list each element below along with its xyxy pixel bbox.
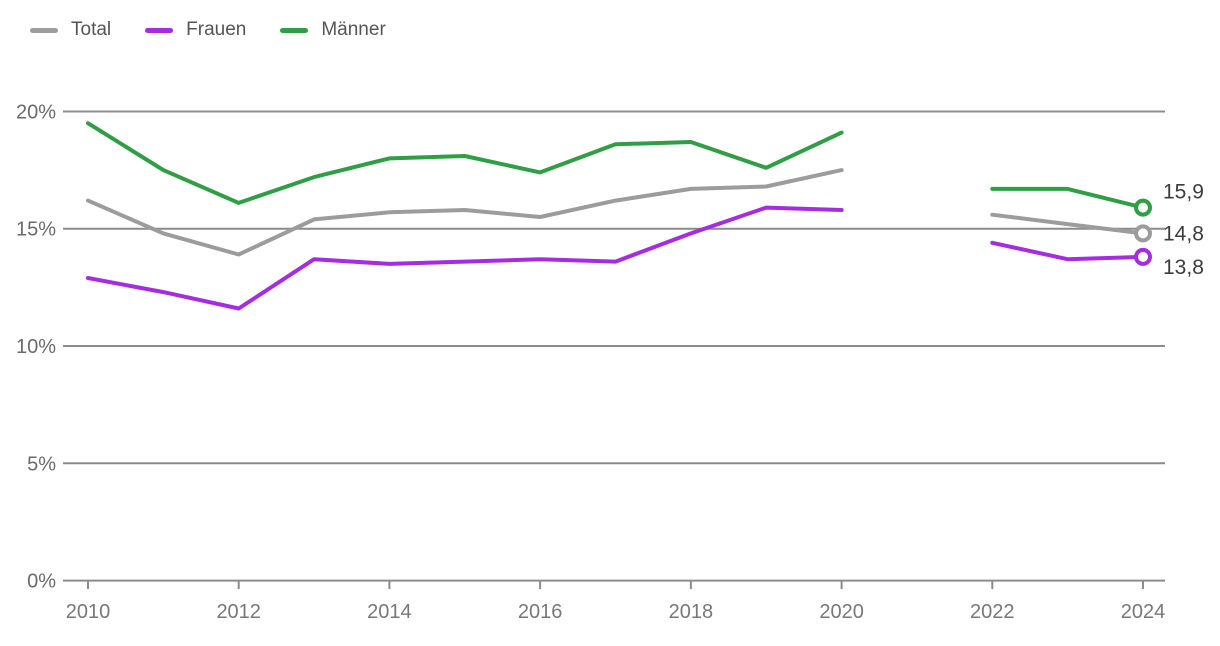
legend-label-frauen: Frauen [186,19,247,40]
series-line-total [990,212,1145,236]
series-line-frauen [990,240,1145,262]
y-tick-label: 10% [16,336,56,358]
legend-label-total: Total [71,19,112,40]
y-tick-label: 15% [16,219,56,241]
x-tick-label: 2020 [819,601,864,623]
legend-item-frauen[interactable]: Frauen [145,17,246,43]
x-tick-label: 2016 [518,601,563,623]
legend-item-total[interactable]: Total [30,17,111,43]
end-marker-frauen [1134,247,1152,266]
x-tick-label: 2018 [669,601,714,623]
end-value-label-mnner: 15,9 [1163,181,1204,204]
legend-swatch-mnner [280,27,309,33]
end-value-label-frauen: 13,8 [1163,256,1204,279]
legend-label-mnner: Männer [321,19,386,40]
series-line-total [86,168,844,257]
y-tick-label: 0% [27,571,56,593]
x-tick-label: 2014 [367,601,412,623]
legend-swatch-total [30,27,58,33]
x-tick-label: 2010 [66,601,111,623]
y-tick-label: 5% [27,453,56,475]
end-marker-total [1134,224,1152,243]
end-marker-mnner [1134,198,1152,217]
series-line-mnner [86,121,844,205]
series-line-mnner [990,186,1145,210]
chart-legend: Total Frauen Männer [30,17,386,43]
end-value-label-total: 14,8 [1163,222,1204,245]
y-tick-label: 20% [16,102,56,124]
x-tick-label: 2024 [1121,601,1166,623]
series-line-frauen [86,205,844,311]
legend-item-mnner[interactable]: Männer [280,17,386,43]
x-tick-label: 2022 [970,601,1015,623]
legend-swatch-frauen [145,27,174,33]
x-tick-label: 2012 [216,601,261,623]
